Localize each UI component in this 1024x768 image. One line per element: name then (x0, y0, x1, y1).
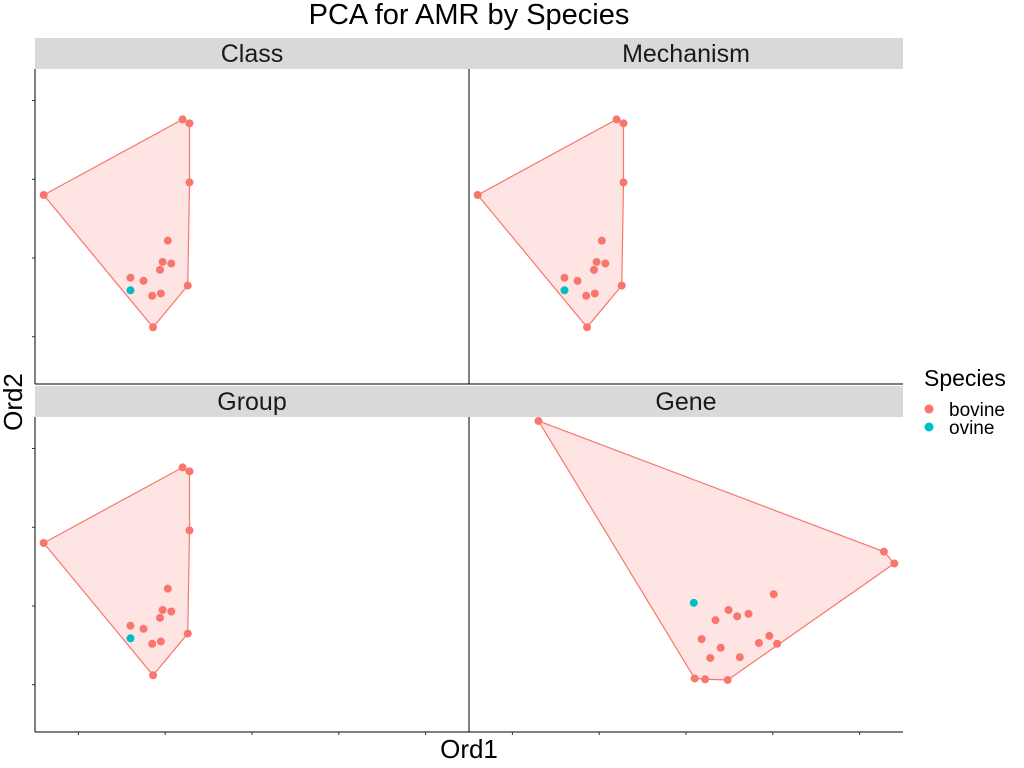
point-group-bovine-0 (39, 539, 48, 547)
point-class-bovine-9 (163, 236, 172, 245)
point-group-bovine-7 (156, 637, 165, 646)
point-class-bovine-6 (155, 265, 164, 274)
point-class-bovine-2 (185, 119, 194, 128)
point-mechanism-bovine-9 (597, 236, 606, 245)
facet-strip-mechanism (469, 38, 903, 69)
point-class-ovine-0 (126, 286, 135, 295)
legend-key-bovine (924, 404, 934, 414)
point-group-bovine-3 (185, 526, 194, 535)
facet-label-gene: Gene (655, 388, 716, 416)
point-gene-bovine-15 (765, 631, 774, 640)
hull-gene (537, 419, 896, 681)
legend-entry-ovine: ovine (924, 418, 994, 439)
hull-mechanism (476, 118, 625, 329)
point-mechanism-bovine-12 (601, 259, 610, 268)
point-mechanism-bovine-1 (612, 115, 621, 124)
point-class-bovine-11 (139, 276, 148, 285)
point-class-bovine-10 (126, 273, 135, 282)
point-class-bovine-12 (167, 259, 176, 268)
point-mechanism-bovine-4 (582, 291, 591, 300)
point-gene-bovine-13 (754, 639, 763, 648)
point-mechanism-bovine-0 (473, 191, 482, 199)
point-group-bovine-9 (163, 584, 172, 593)
point-group-bovine-13 (183, 629, 192, 638)
facet-strip-group (35, 386, 469, 417)
point-gene-bovine-8 (701, 675, 710, 684)
point-group-bovine-12 (167, 607, 176, 616)
point-class-bovine-5 (149, 323, 158, 332)
point-class-bovine-7 (156, 289, 165, 298)
point-group-bovine-8 (158, 605, 167, 614)
legend-title: Species (924, 365, 1006, 391)
point-gene-bovine-12 (744, 609, 753, 618)
facet-panels: Class Mechanism Group Gene (32, 38, 903, 735)
point-gene-bovine-4 (723, 676, 732, 685)
facet-label-group: Group (217, 388, 286, 416)
point-class-bovine-1 (178, 115, 187, 124)
hull-class (42, 118, 191, 329)
panel-class: Class (32, 38, 469, 385)
point-gene-ovine-0 (689, 598, 698, 607)
point-group-bovine-6 (155, 613, 164, 622)
x-axis-label: Ord1 (440, 734, 498, 764)
point-gene-bovine-2 (879, 547, 888, 556)
point-group-bovine-1 (178, 463, 187, 472)
point-gene-bovine-16 (773, 639, 782, 648)
chart-title: PCA for AMR by Species (309, 0, 630, 31)
point-gene-bovine-3 (716, 643, 725, 652)
point-mechanism-bovine-13 (617, 281, 626, 290)
point-gene-bovine-11 (733, 612, 742, 621)
facet-label-mechanism: Mechanism (622, 40, 750, 68)
facet-strip-gene (469, 386, 903, 417)
point-gene-bovine-14 (769, 590, 778, 599)
point-mechanism-bovine-8 (592, 257, 601, 266)
panel-mechanism: Mechanism (468, 38, 903, 385)
legend-key-ovine (924, 422, 934, 432)
facet-strip-class (35, 38, 469, 69)
point-group-bovine-5 (149, 671, 158, 680)
point-mechanism-ovine-0 (560, 286, 569, 295)
point-gene-bovine-5 (706, 653, 715, 662)
hull-group (42, 466, 191, 677)
point-gene-bovine-17 (735, 653, 744, 662)
point-group-bovine-11 (139, 624, 148, 633)
point-class-bovine-4 (148, 291, 157, 300)
point-group-ovine-0 (126, 634, 135, 643)
point-mechanism-bovine-2 (619, 119, 628, 128)
point-mechanism-bovine-10 (560, 273, 569, 282)
point-gene-bovine-10 (724, 605, 733, 614)
point-mechanism-bovine-5 (583, 323, 592, 332)
point-group-bovine-10 (126, 621, 135, 630)
point-gene-bovine-7 (690, 674, 699, 683)
point-mechanism-bovine-3 (619, 178, 628, 187)
point-class-bovine-3 (185, 178, 194, 187)
point-gene-bovine-0 (534, 416, 543, 425)
point-mechanism-bovine-6 (589, 265, 598, 274)
y-axis-label: Ord2 (0, 373, 28, 431)
panel-gene: Gene (468, 386, 903, 735)
point-mechanism-bovine-7 (590, 289, 599, 298)
point-class-bovine-13 (183, 281, 192, 290)
point-class-bovine-0 (39, 191, 48, 199)
point-group-bovine-4 (148, 639, 157, 648)
point-gene-bovine-9 (711, 616, 720, 625)
point-mechanism-bovine-11 (573, 276, 582, 285)
legend-entry-bovine: bovine (924, 400, 1005, 421)
point-gene-bovine-6 (697, 635, 706, 644)
point-class-bovine-8 (158, 257, 167, 266)
panel-group: Group (32, 386, 469, 735)
legend-label-bovine: bovine (949, 400, 1005, 421)
point-gene-bovine-1 (890, 559, 899, 568)
facet-label-class: Class (221, 40, 284, 68)
point-group-bovine-2 (185, 467, 194, 476)
legend-label-ovine: ovine (949, 418, 994, 439)
